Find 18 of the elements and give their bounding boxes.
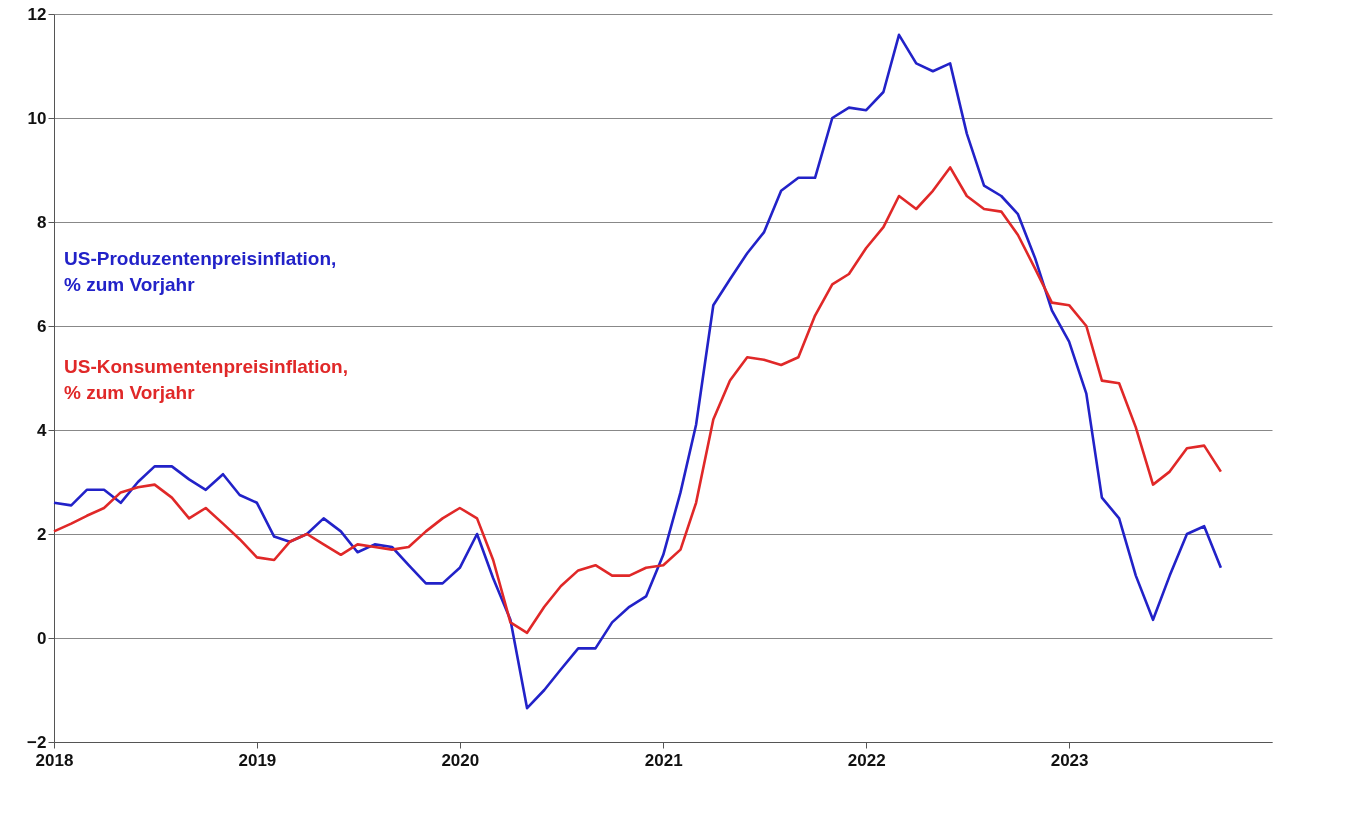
line-series (52, 166, 1223, 635)
y-tick-label: −2 (27, 732, 47, 752)
x-tick-label: 2021 (644, 750, 683, 770)
y-tick-label: 6 (37, 316, 47, 336)
text: US-Konsumentenpreisinflation, % zum Vorjahr (64, 356, 348, 403)
y-tick-label: 2 (37, 524, 47, 544)
y-tick-label: 8 (37, 212, 47, 232)
y-tick-label: 0 (37, 628, 47, 648)
y-tick-label: 10 (27, 108, 47, 128)
text: US-Produzentenpreisinflation, % zum Vorjahr (64, 248, 337, 295)
y-tick-label: 4 (37, 420, 48, 440)
x-tick-label: 2022 (847, 750, 886, 770)
x-tick-label: 2018 (35, 750, 74, 770)
x-tick-label: 2020 (441, 750, 480, 770)
line-series (52, 33, 1223, 710)
x-tick-label: 2023 (1050, 750, 1089, 770)
x-tick-label: 2019 (238, 750, 277, 770)
y-tick-label: 12 (27, 4, 47, 24)
